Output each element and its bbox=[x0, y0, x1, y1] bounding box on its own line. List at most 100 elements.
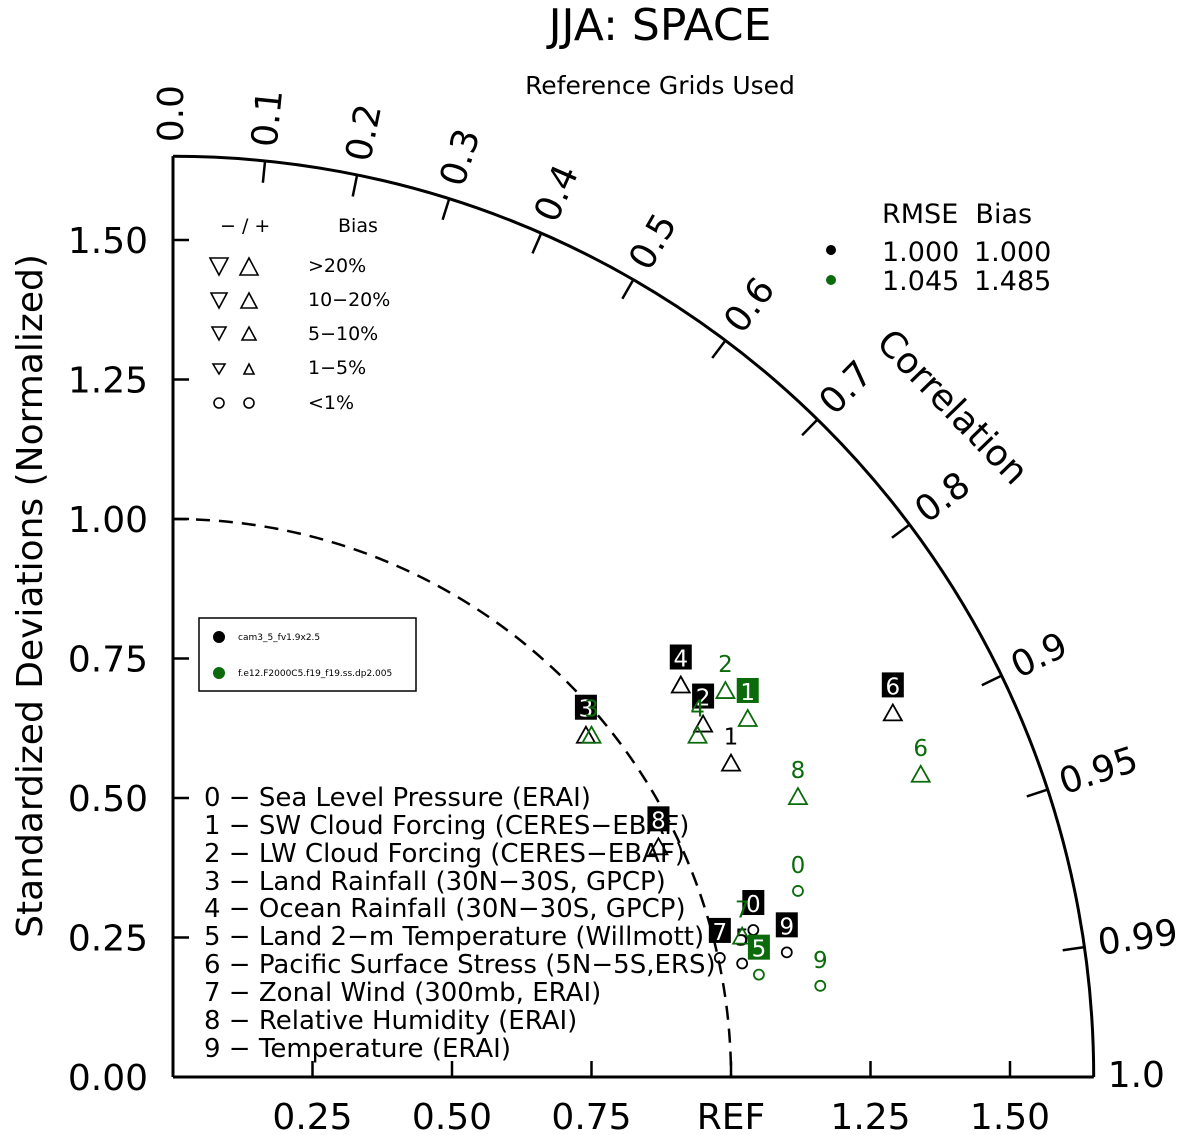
up-triangle-xsmall-icon bbox=[242, 362, 256, 375]
bias-circle-icon bbox=[713, 952, 726, 964]
bias-up-triangle-icon bbox=[882, 702, 904, 722]
y-axis-label: Standardized Deviations (Normalized) bbox=[10, 254, 51, 938]
point-model2-case-4: 4 bbox=[686, 697, 709, 744]
bias-up-triangle-icon bbox=[686, 724, 709, 744]
point-label: 2 bbox=[696, 686, 711, 712]
bias-up-triangle-icon bbox=[910, 763, 932, 783]
model-legend-box bbox=[198, 617, 417, 692]
point-label: 9 bbox=[779, 914, 794, 940]
stats-legend-header: RMSE Bias bbox=[882, 199, 1032, 230]
point-label-box bbox=[669, 644, 692, 670]
up-triangle-large-icon bbox=[238, 256, 260, 276]
point-label-box bbox=[736, 677, 759, 703]
point-model2-case-3: 3 bbox=[580, 697, 603, 744]
case-label-7: 7 − Zonal Wind (300mb, ERAI) bbox=[204, 978, 601, 1008]
y-tick-label: 0.00 bbox=[68, 1058, 148, 1099]
point-label: 2 bbox=[718, 652, 733, 678]
model-legend-name-1: cam3_5_fv1.9x2.5 bbox=[238, 633, 320, 643]
y-tick-label: 0.25 bbox=[68, 919, 148, 960]
chart-title: JJA: SPACE bbox=[546, 0, 772, 51]
case-label-4: 4 − Ocean Rainfall (30N−30S, GPCP) bbox=[204, 894, 686, 924]
stats-rmse-model-2: 1.045 bbox=[882, 266, 959, 297]
up-triangle-small-icon bbox=[240, 325, 258, 341]
point-model1-case-8: 8 bbox=[647, 806, 670, 856]
point-model1-case-9: 9 bbox=[775, 912, 798, 959]
bias-circle-icon bbox=[814, 979, 827, 992]
case-label-3: 3 − Land Rainfall (30N−30S, GPCP) bbox=[204, 867, 666, 897]
case-label-6: 6 − Pacific Surface Stress (5N−5S,ERS) bbox=[204, 950, 716, 980]
up-triangle-medium-icon bbox=[239, 291, 259, 309]
bias-up-triangle-icon bbox=[580, 724, 603, 744]
point-label: 8 bbox=[651, 808, 666, 834]
case-label-2: 2 − LW Cloud Forcing (CERES−EBAF) bbox=[204, 839, 685, 869]
corr-tick-mark bbox=[891, 523, 911, 539]
point-label: 1 bbox=[724, 725, 739, 751]
bias-legend-row-5: <1% bbox=[308, 392, 354, 414]
point-label: 3 bbox=[579, 697, 594, 723]
corr-tick-label: 0.1 bbox=[245, 88, 292, 149]
ref-std-arc bbox=[172, 517, 733, 1078]
model-legend: cam3_5_fv1.9x2.5 f.e12.F2000C5.f19_f19.s… bbox=[198, 617, 417, 692]
point-label-box bbox=[881, 672, 904, 698]
down-triangle-xsmall-icon bbox=[211, 363, 227, 376]
bias-legend-symbols bbox=[208, 256, 260, 409]
bias-up-triangle-icon bbox=[787, 786, 809, 805]
stats-legend: RMSE Bias 1.000 1.000 1.045 1.485 bbox=[826, 199, 1051, 297]
corr-tick-mark bbox=[1062, 945, 1085, 952]
corr-tick-label: 0.99 bbox=[1095, 912, 1179, 964]
point-label: 7 bbox=[713, 920, 728, 946]
case-label-9: 9 − Temperature (ERAI) bbox=[204, 1034, 511, 1064]
point-label: 4 bbox=[690, 697, 705, 723]
stats-marker-model-1 bbox=[826, 245, 836, 255]
corr-tick-label: 0.9 bbox=[1005, 625, 1074, 687]
bias-up-triangle-icon bbox=[720, 752, 742, 772]
point-model2-case-6: 6 bbox=[910, 736, 932, 783]
point-model2-case-1: 1 bbox=[736, 677, 759, 727]
axes: 0.000.250.500.751.001.251.500.25 0.50 0.75… bbox=[68, 154, 1096, 1135]
bias-up-triangle-icon bbox=[737, 708, 759, 727]
corr-tick-label: 0.4 bbox=[527, 159, 587, 228]
corr-tick-label: 0.5 bbox=[621, 207, 685, 277]
corr-tick-label: 0.2 bbox=[338, 101, 390, 165]
point-label: 7 bbox=[735, 898, 750, 924]
point-label: 8 bbox=[791, 758, 806, 784]
model-legend-name-2: f.e12.F2000C5.f19_f19.ss.dp2.005 bbox=[238, 669, 392, 679]
case-list: 0 − Sea Level Pressure (ERAI) 1 − SW Clo… bbox=[204, 783, 716, 1064]
point-label: 3 bbox=[584, 697, 599, 723]
point-label: 5 bbox=[752, 937, 767, 963]
corr-tick-label: 0.7 bbox=[812, 353, 881, 423]
down-triangle-small-icon bbox=[210, 326, 228, 342]
x-tick-label: 0.75 bbox=[551, 1097, 631, 1135]
point-model1-case-5: 5 bbox=[735, 926, 750, 970]
point-model1-case-4: 4 bbox=[669, 644, 692, 694]
corr-tick-mark bbox=[531, 232, 543, 254]
corr-tick-mark bbox=[621, 279, 635, 300]
point-label-box bbox=[574, 694, 597, 720]
point-model2-case-9: 9 bbox=[813, 948, 828, 992]
x-tick-label: 0.25 bbox=[272, 1097, 352, 1135]
y-tick-label: 1.25 bbox=[68, 361, 148, 402]
y-tick-label: 0.75 bbox=[68, 640, 148, 681]
y-tick-label: 0.50 bbox=[68, 779, 148, 820]
corr-tick-mark bbox=[711, 339, 727, 359]
point-model2-case-8: 8 bbox=[787, 758, 809, 805]
model-legend-marker-1 bbox=[213, 631, 225, 643]
point-label: 6 bbox=[913, 736, 928, 762]
down-triangle-medium-icon bbox=[209, 292, 229, 310]
y-tick-label: 1.00 bbox=[68, 500, 148, 541]
corr-tick-mark bbox=[1026, 788, 1049, 798]
model-legend-marker-2 bbox=[213, 667, 225, 679]
point-label: 9 bbox=[813, 948, 828, 974]
bias-legend-row-1: >20% bbox=[308, 255, 366, 277]
point-label-box bbox=[692, 683, 715, 709]
corr-tick-mark bbox=[981, 674, 1003, 687]
point-model1-case-1: 1 bbox=[720, 725, 742, 772]
bias-legend: − / + Bias >20% 10−20% 5−10% 1−5% <1% bbox=[208, 215, 390, 414]
point-label: 5 bbox=[735, 926, 750, 952]
corr-tick-label: 0.95 bbox=[1054, 739, 1143, 803]
bias-up-triangle-icon bbox=[647, 836, 669, 856]
point-model1-case-7: 7 bbox=[708, 917, 731, 964]
point-model2-case-2: 2 bbox=[714, 652, 736, 699]
